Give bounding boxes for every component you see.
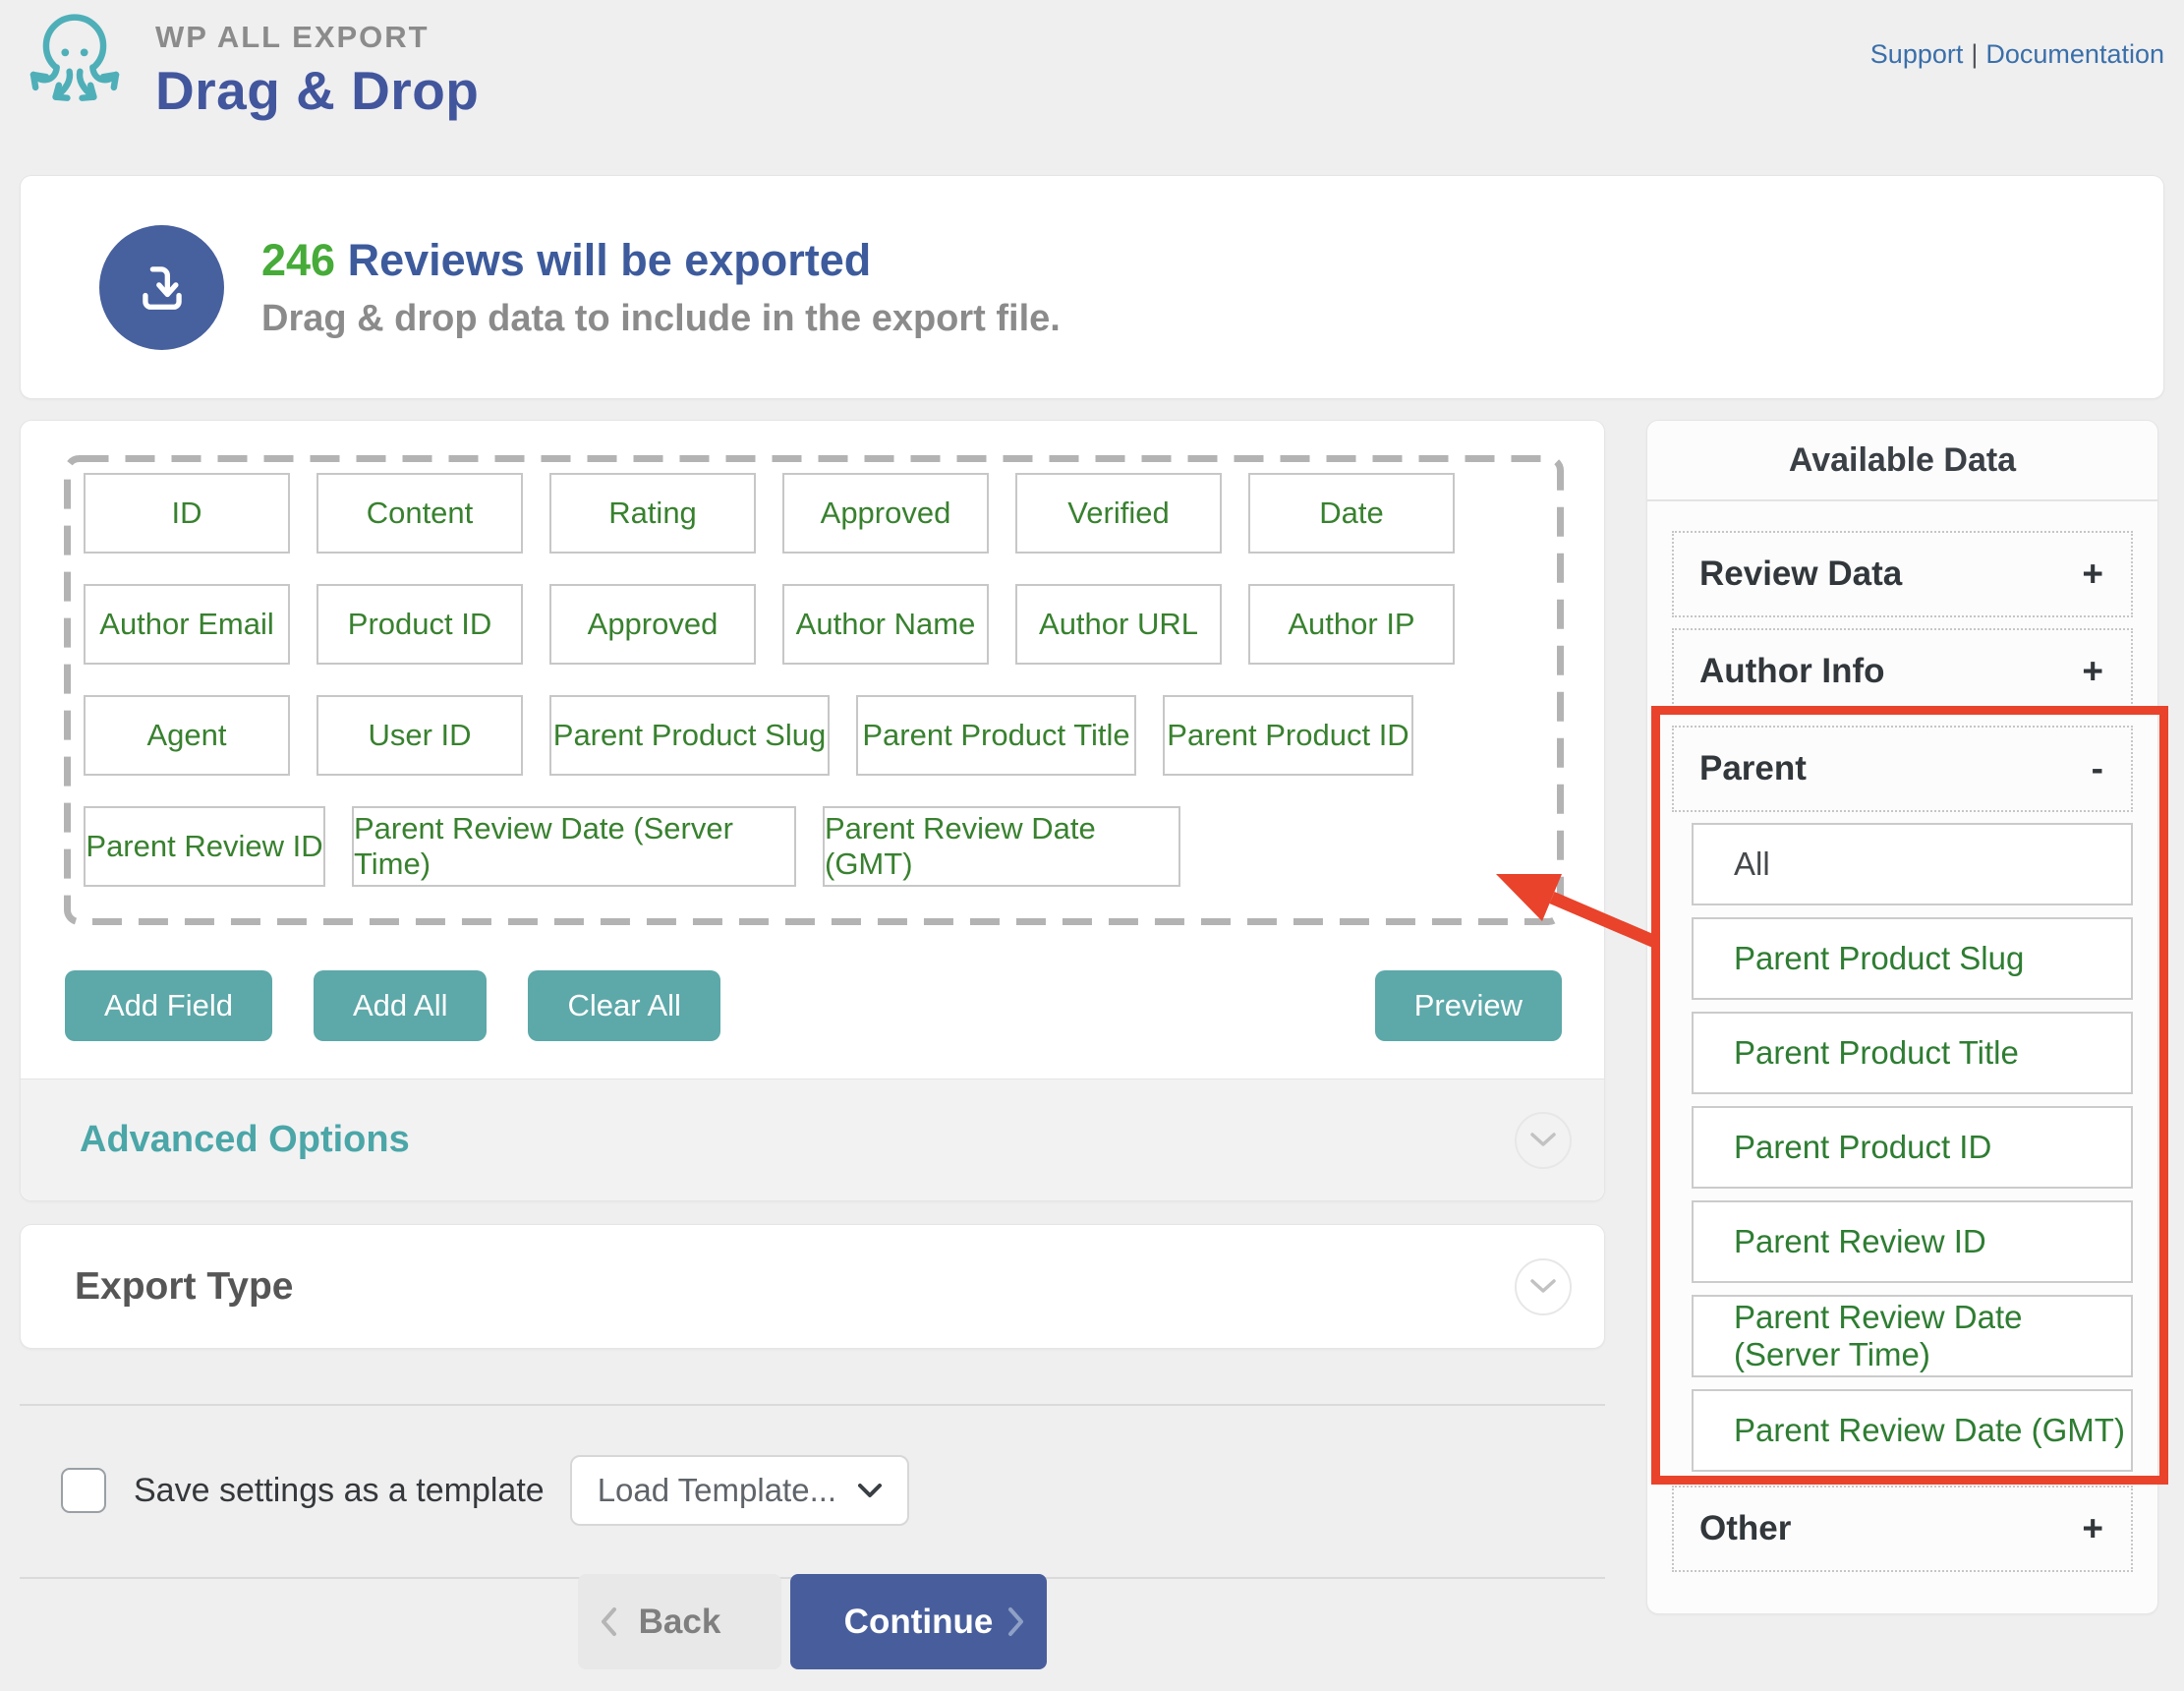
wizard-nav: Back Continue — [20, 1574, 1605, 1669]
field-chip[interactable]: Author Name — [782, 584, 989, 665]
load-template-value: Load Template... — [597, 1472, 837, 1508]
available-data-panel: Available Data Review Data + Author Info… — [1646, 420, 2158, 1614]
field-chip[interactable]: User ID — [316, 695, 523, 776]
available-field[interactable]: Parent Product Slug — [1692, 917, 2133, 1000]
top-links: Support | Documentation — [1870, 39, 2164, 165]
save-template-checkbox[interactable] — [61, 1468, 106, 1513]
template-row: Save settings as a template Load Templat… — [20, 1441, 1605, 1540]
group-parent[interactable]: Parent - — [1672, 726, 2133, 812]
drop-zone[interactable]: ID Content Rating Approved Verified Date… — [84, 473, 1544, 887]
add-all-button[interactable]: Add All — [313, 970, 488, 1041]
group-label: Review Data — [1699, 554, 1903, 593]
parent-field-list: All Parent Product Slug Parent Product T… — [1692, 823, 2133, 1472]
expand-icon[interactable]: + — [2082, 651, 2103, 691]
group-review-data[interactable]: Review Data + — [1672, 531, 2133, 617]
field-chip[interactable]: Parent Review Date (Server Time) — [352, 806, 796, 887]
brand: WP ALL EXPORT Drag & Drop — [20, 6, 479, 165]
chevron-down-icon — [858, 1483, 883, 1497]
field-chip[interactable]: Product ID — [316, 584, 523, 665]
continue-label: Continue — [843, 1602, 994, 1641]
available-field[interactable]: Parent Review ID — [1692, 1200, 2133, 1283]
group-label: Other — [1699, 1509, 1792, 1547]
clear-all-button[interactable]: Clear All — [528, 970, 720, 1041]
export-count: 246 — [261, 234, 336, 285]
load-template-select[interactable]: Load Template... — [569, 1455, 910, 1526]
documentation-link[interactable]: Documentation — [1985, 39, 2164, 69]
brand-name: WP ALL EXPORT — [155, 20, 430, 54]
export-type-label: Export Type — [75, 1264, 294, 1308]
available-field[interactable]: Parent Review Date (Server Time) — [1692, 1295, 2133, 1377]
chevron-left-icon — [602, 1607, 616, 1636]
advanced-options-section[interactable]: Advanced Options — [21, 1079, 1604, 1200]
advanced-options-toggle[interactable] — [1515, 1111, 1572, 1169]
field-chip[interactable]: Date — [1248, 473, 1455, 554]
available-field[interactable]: Parent Review Date (GMT) — [1692, 1389, 2133, 1472]
chip-row: Parent Review ID Parent Review Date (Ser… — [84, 806, 1544, 887]
field-chip[interactable]: Parent Review ID — [84, 806, 325, 887]
group-other[interactable]: Other + — [1672, 1486, 2133, 1572]
available-field[interactable]: Parent Product Title — [1692, 1012, 2133, 1094]
continue-button[interactable]: Continue — [790, 1574, 1047, 1669]
field-chip[interactable]: Parent Product Title — [856, 695, 1136, 776]
support-link[interactable]: Support — [1869, 39, 1964, 69]
export-type-section[interactable]: Export Type — [20, 1224, 1605, 1349]
field-chip[interactable]: Rating — [549, 473, 756, 554]
export-title: Reviews will be exported — [347, 234, 872, 285]
field-chip[interactable]: Parent Product ID — [1163, 695, 1413, 776]
group-label: Author Info — [1699, 652, 1885, 690]
available-field[interactable]: Parent Product ID — [1692, 1106, 2133, 1189]
chevron-right-icon — [1008, 1607, 1023, 1636]
chip-row: ID Content Rating Approved Verified Date — [84, 473, 1544, 554]
available-field[interactable]: All — [1692, 823, 2133, 905]
field-chip[interactable]: Author IP — [1248, 584, 1455, 665]
export-builder-panel: ID Content Rating Approved Verified Date… — [20, 420, 1605, 1201]
group-author-info[interactable]: Author Info + — [1672, 628, 2133, 715]
link-separator: | — [1971, 39, 1979, 69]
chevron-down-icon — [1530, 1279, 1556, 1293]
page-title: Drag & Drop — [155, 60, 480, 121]
add-field-button[interactable]: Add Field — [65, 970, 272, 1041]
export-type-toggle[interactable] — [1515, 1257, 1572, 1315]
field-chip[interactable]: Parent Review Date (GMT) — [823, 806, 1180, 887]
field-chip[interactable]: Verified — [1015, 473, 1222, 554]
brand-text: WP ALL EXPORT Drag & Drop — [155, 6, 479, 165]
collapse-icon[interactable]: - — [2091, 748, 2103, 788]
advanced-options-label: Advanced Options — [80, 1119, 410, 1160]
field-chip[interactable]: Approved — [549, 584, 756, 665]
field-chip[interactable]: Author Email — [84, 584, 290, 665]
top-bar: WP ALL EXPORT Drag & Drop Support | Docume… — [20, 0, 2164, 165]
chip-row: Author Email Product ID Approved Author … — [84, 584, 1544, 665]
field-chip[interactable]: Parent Product Slug — [549, 695, 830, 776]
field-chip[interactable]: Author URL — [1015, 584, 1222, 665]
export-summary-panel: 246 Reviews will be exported Drag & drop… — [20, 175, 2164, 399]
export-subtitle: Drag & drop data to include in the expor… — [261, 297, 1061, 339]
drop-zone-border — [64, 455, 1564, 925]
save-template-label: Save settings as a template — [134, 1471, 545, 1509]
field-chip[interactable]: Content — [316, 473, 523, 554]
export-summary-text: 246 Reviews will be exported Drag & drop… — [261, 235, 1061, 340]
divider — [20, 1404, 1605, 1406]
builder-toolbar: Add Field Add All Clear All Preview — [65, 970, 1562, 1041]
field-chip[interactable]: ID — [84, 473, 290, 554]
chip-row: Agent User ID Parent Product Slug Parent… — [84, 695, 1544, 776]
available-data-body: Review Data + Author Info + Parent - All… — [1647, 501, 2157, 1572]
preview-button[interactable]: Preview — [1374, 970, 1562, 1041]
field-chip[interactable]: Agent — [84, 695, 290, 776]
field-chip[interactable]: Approved — [782, 473, 989, 554]
expand-icon[interactable]: + — [2082, 554, 2103, 594]
back-button[interactable]: Back — [578, 1574, 781, 1669]
chevron-down-icon — [1530, 1133, 1556, 1146]
export-count-title: 246 Reviews will be exported — [261, 235, 1061, 286]
group-label: Parent — [1699, 749, 1807, 787]
expand-icon[interactable]: + — [2082, 1508, 2103, 1548]
back-label: Back — [638, 1602, 721, 1641]
available-data-title: Available Data — [1647, 421, 2157, 501]
octopus-logo-icon — [29, 14, 120, 101]
download-icon — [99, 224, 224, 350]
